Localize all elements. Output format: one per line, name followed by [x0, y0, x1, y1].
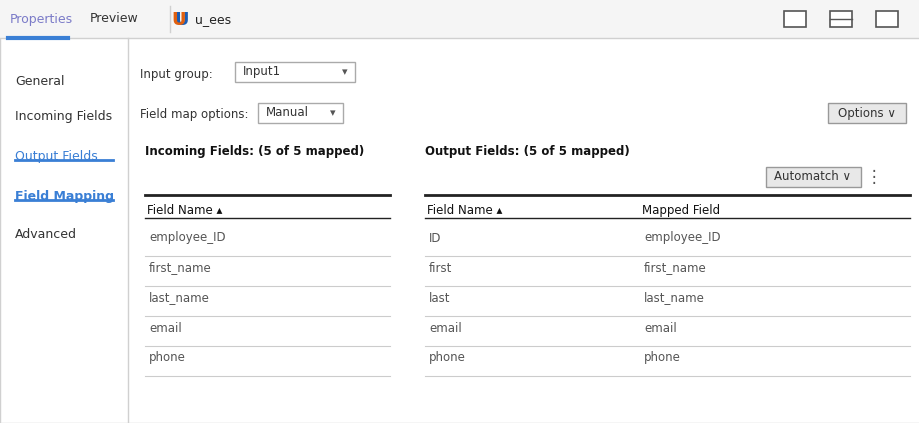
- Text: Output Fields: (5 of 5 mapped): Output Fields: (5 of 5 mapped): [425, 145, 630, 158]
- Text: email: email: [149, 321, 182, 335]
- Text: Input group:: Input group:: [140, 68, 212, 81]
- Text: u_ees: u_ees: [195, 14, 231, 27]
- FancyBboxPatch shape: [829, 11, 851, 27]
- Text: General: General: [15, 75, 64, 88]
- Text: first_name: first_name: [149, 261, 211, 275]
- Text: Properties: Properties: [10, 13, 73, 25]
- Text: phone: phone: [149, 352, 186, 365]
- Text: Incoming Fields: Incoming Fields: [15, 110, 112, 123]
- Text: employee_ID: employee_ID: [149, 231, 225, 244]
- Text: email: email: [643, 321, 676, 335]
- FancyBboxPatch shape: [875, 11, 897, 27]
- Text: Advanced: Advanced: [15, 228, 77, 241]
- FancyBboxPatch shape: [783, 11, 805, 27]
- Text: phone: phone: [428, 352, 465, 365]
- Text: ID: ID: [428, 231, 441, 244]
- Text: first_name: first_name: [643, 261, 706, 275]
- Text: last: last: [428, 291, 450, 305]
- Text: phone: phone: [643, 352, 680, 365]
- Text: last_name: last_name: [149, 291, 210, 305]
- Text: Field Name ▴: Field Name ▴: [147, 204, 222, 217]
- Text: Options ∨: Options ∨: [837, 107, 895, 120]
- Text: Input1: Input1: [243, 66, 281, 79]
- Text: Output Fields: Output Fields: [15, 150, 97, 163]
- Text: ⋮: ⋮: [865, 168, 881, 186]
- Text: Field map options:: Field map options:: [140, 108, 248, 121]
- FancyBboxPatch shape: [257, 103, 343, 123]
- Text: email: email: [428, 321, 461, 335]
- Text: last_name: last_name: [643, 291, 704, 305]
- Text: Field Name ▴: Field Name ▴: [426, 204, 502, 217]
- FancyBboxPatch shape: [234, 62, 355, 82]
- Text: ▾: ▾: [342, 67, 347, 77]
- Text: employee_ID: employee_ID: [643, 231, 720, 244]
- FancyBboxPatch shape: [827, 103, 905, 123]
- Text: first: first: [428, 261, 452, 275]
- Text: ▾: ▾: [330, 108, 335, 118]
- FancyBboxPatch shape: [766, 167, 860, 187]
- Text: Manual: Manual: [266, 107, 309, 120]
- Text: Mapped Field: Mapped Field: [641, 204, 720, 217]
- Bar: [0, 0, 919, 38]
- Text: U: U: [175, 11, 189, 29]
- Text: Field Mapping: Field Mapping: [15, 190, 114, 203]
- Text: Automatch ∨: Automatch ∨: [774, 170, 851, 184]
- Text: Incoming Fields: (5 of 5 mapped): Incoming Fields: (5 of 5 mapped): [145, 145, 364, 158]
- Text: Preview: Preview: [90, 13, 139, 25]
- Text: U: U: [172, 11, 186, 29]
